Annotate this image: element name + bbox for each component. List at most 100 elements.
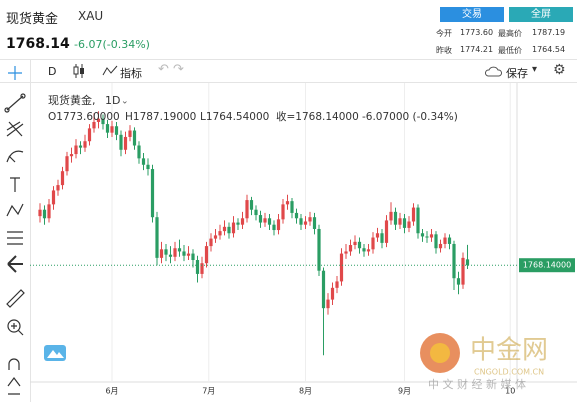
candle-body [195,260,200,274]
watermark-site: CNGOLD.COM.CN [474,368,544,377]
stat-value: 1764.54 [532,45,566,54]
watermark: 中金网 CNGOLD.COM.CN 中 文 财 经 新 媒 体 [420,333,548,391]
candle-body [146,164,150,170]
candle-body [209,238,213,247]
candle-body [389,211,393,221]
candle-body [204,246,209,264]
candle-body [461,257,465,285]
legend-ohlc: O1773.60000 [48,111,120,123]
save-button[interactable]: 保存 [506,67,528,80]
candle-body [344,251,348,254]
stat-label: 最低价 [498,46,522,55]
candle-body [38,209,42,217]
undo-redo[interactable]: ↶ ↷ [158,62,184,77]
candle-body [357,241,362,249]
candle-body [339,253,344,282]
candle-body [416,207,420,234]
candle-body [173,248,177,257]
divider [30,60,31,402]
candle-body [168,254,173,257]
candle-body [137,145,141,159]
candle-body [434,234,438,249]
candle-body [83,141,87,148]
candle-body [366,249,371,252]
candle-body [312,217,317,229]
candle-body [267,218,272,225]
candle-body [420,233,425,237]
chart-style-icon[interactable] [72,63,86,79]
candle-body [447,237,452,244]
save-dropdown[interactable]: ▾ [532,64,538,75]
legend-ohlc: 收=1768.14000 [276,110,359,123]
candle-body [200,263,204,274]
candle-body [236,222,240,225]
interval[interactable]: D [48,65,57,78]
candle-body [191,253,195,261]
stat-label: 最高价 [498,29,522,38]
candle-body [96,118,101,122]
candle-body [443,237,447,244]
settings-icon[interactable]: ⚙ [553,62,566,78]
indicator-icon [102,65,118,76]
candle-body [186,253,191,256]
candle-body [303,221,308,225]
legend-ohlc: H1787.19000 [125,111,196,123]
candle-body [285,201,290,205]
last-price-label: 1768.14000 [523,261,571,270]
x-tick-label: 6月 [105,387,118,396]
candle-body [132,130,137,146]
watermark-slogan: 中 文 财 经 新 媒 体 [428,377,526,391]
candle-body [42,209,47,219]
fullscreen-button[interactable]: 全屏 [509,7,573,22]
candle-body [326,299,330,309]
candle-body [411,207,416,222]
legend-arrow: ⌄ [121,97,129,107]
candle-body [438,243,443,249]
candle-body [272,224,276,231]
candle-body [141,158,146,165]
candle-body [87,128,92,142]
candle-body [128,130,132,137]
candle-body [317,228,321,271]
candle-body [114,126,119,135]
trade-button[interactable]: 交易 [440,7,504,22]
candle-body [213,235,218,239]
candle-body [375,233,380,238]
stat-label: 今开 [436,29,452,38]
candle-body [78,145,83,148]
candle-body [155,217,159,258]
candle-body [227,226,231,234]
candle-body [330,287,335,300]
legend-interval: 1D [105,94,120,107]
watermark-brand: 中金网 [470,336,548,366]
candle-body [393,211,398,225]
candle-body [249,200,254,210]
indicators-button[interactable]: 指标 [120,67,142,80]
chart: 6月 7月 8月 9月 10 1768.14000 现货黄金, 1D ⌄O1773.60000… [30,83,577,396]
legend-ohlc: -6.07000 (-0.34%) [362,111,458,123]
candle-body [425,236,429,238]
candle-body [177,248,182,252]
candle-body [402,218,407,228]
instrument-name: 现货黄金 [6,12,59,27]
legend-name: 现货黄金, [48,93,96,107]
logo-mountain [47,350,64,358]
candle-body [380,233,384,243]
x-tick-label: 10 [505,387,515,396]
stat-value: 1774.21 [460,45,494,54]
candle-body [348,245,353,252]
candle-body [294,212,299,219]
candle-body [150,169,155,218]
candle-body [258,215,263,223]
candle-body [119,134,123,150]
candle-body [182,251,186,256]
price-change: -6.07(-0.34%) [74,38,150,51]
candle-body [47,204,51,219]
candle-body [231,222,236,234]
candle-body [299,218,303,225]
candle-body [110,126,114,133]
chart-logo [44,345,66,361]
candle-body [105,124,110,133]
candle-body [398,218,402,225]
